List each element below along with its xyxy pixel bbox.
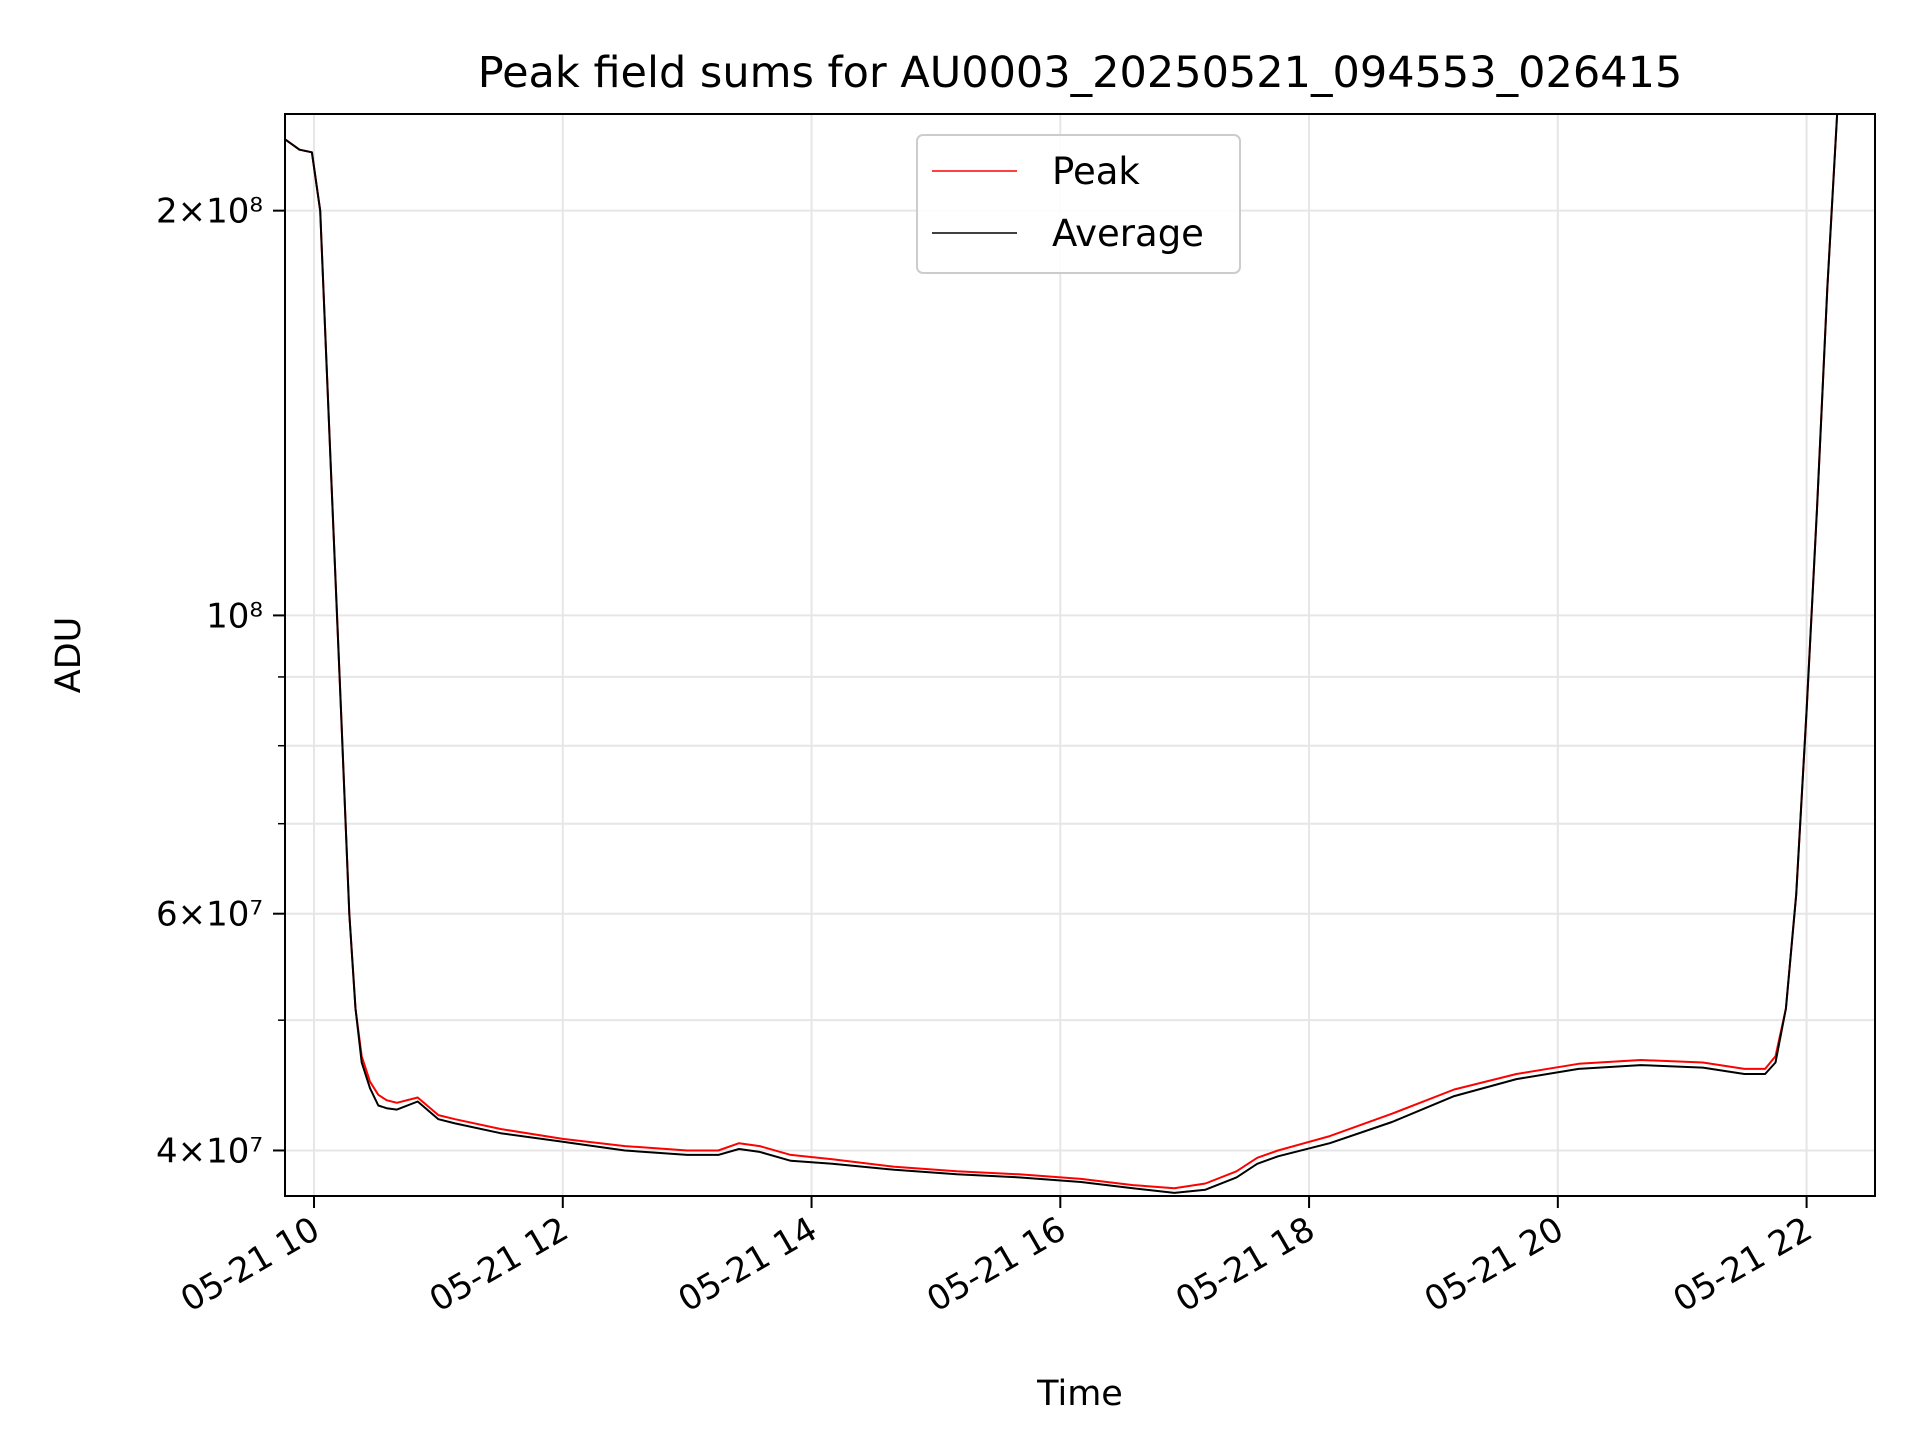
legend: Peak Average (916, 134, 1241, 274)
x-axis-title: Time (1036, 1374, 1123, 1414)
y-tick-label: 10⁸ (206, 596, 263, 636)
y-tick-label: 4×10⁷ (156, 1131, 263, 1171)
y-axis-title: ADU (49, 617, 89, 694)
legend-label-peak: Peak (1052, 150, 1140, 193)
legend-label-average: Average (1052, 212, 1204, 255)
series-line-average (285, 114, 1839, 1194)
chart-title: Peak field sums for AU0003_20250521_0945… (478, 48, 1683, 98)
y-tick-label: 6×10⁷ (156, 895, 263, 935)
legend-box (916, 134, 1241, 274)
plot-frame (284, 113, 1876, 1197)
y-axis: 4×10⁷ 6×10⁷ 10⁸ 2×10⁸ (156, 192, 285, 1171)
y-tick-label: 2×10⁸ (156, 192, 263, 232)
series-layer (285, 114, 1839, 1194)
series-line-peak (285, 114, 1839, 1190)
